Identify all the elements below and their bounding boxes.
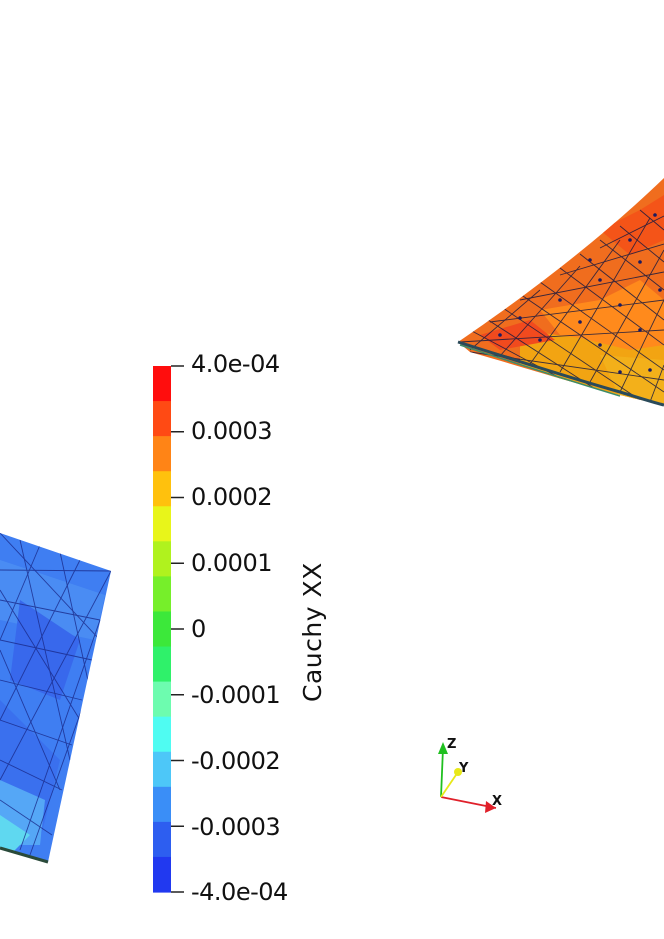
blue-surface-mesh <box>0 533 111 864</box>
colorbar-band <box>153 541 171 577</box>
colorbar-band <box>153 401 171 437</box>
tick-label-5: -0.0001 <box>191 681 281 709</box>
colorbar-band <box>153 576 171 613</box>
colorbar-band <box>153 436 171 472</box>
tick-label-6: -0.0002 <box>191 747 281 775</box>
tick-label-4: 0 <box>191 615 206 643</box>
y-axis-label: Y <box>459 761 469 776</box>
tick-label-0: 4.0e-04 <box>191 350 280 378</box>
colorbar-title: Cauchy XX <box>298 562 327 702</box>
colorbar-band <box>153 471 171 507</box>
red-surface-mesh <box>457 178 664 407</box>
colorbar-band <box>153 786 171 823</box>
colorbar-band <box>153 821 171 858</box>
z-axis-label: Z <box>447 737 457 752</box>
orientation-axes <box>438 742 497 813</box>
tick-label-7: -0.0003 <box>191 813 281 841</box>
colorbar-band <box>153 506 171 542</box>
tick-label-1: 0.0003 <box>191 417 272 445</box>
colorbar-band <box>153 611 171 648</box>
colorbar-band <box>153 716 171 753</box>
colorbar-band <box>153 856 171 893</box>
tick-label-8: -4.0e-04 <box>191 878 288 906</box>
colorbar-ticks <box>171 365 184 893</box>
colorbar-band <box>153 751 171 788</box>
colorbar-band <box>153 366 171 402</box>
tick-label-2: 0.0002 <box>191 483 272 511</box>
colorbar-band <box>153 681 171 718</box>
colorbar <box>153 366 171 893</box>
x-axis-label: X <box>492 794 503 809</box>
colorbar-band <box>153 646 171 683</box>
tick-label-3: 0.0001 <box>191 549 272 577</box>
